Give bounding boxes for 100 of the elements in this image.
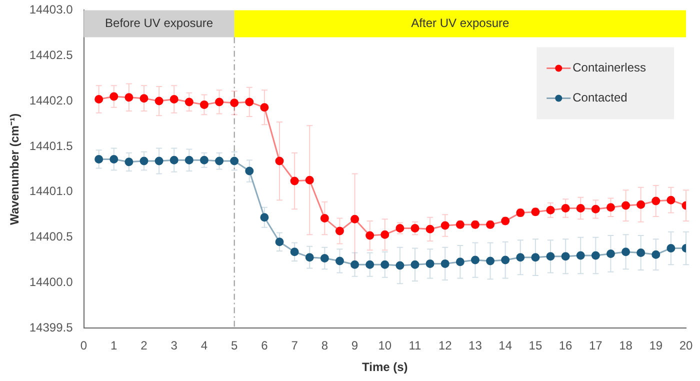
point bbox=[426, 259, 434, 268]
point bbox=[200, 100, 208, 109]
point bbox=[170, 156, 178, 164]
point bbox=[335, 256, 344, 266]
point bbox=[215, 156, 224, 166]
band-label: Before UV exposure bbox=[105, 16, 214, 30]
x-axis-title: Time (s) bbox=[362, 360, 408, 374]
point bbox=[290, 176, 299, 186]
point bbox=[380, 230, 390, 239]
x-tick-label: 9 bbox=[351, 338, 358, 353]
point bbox=[666, 196, 676, 204]
legend-label: Contacted bbox=[572, 90, 628, 105]
point bbox=[184, 156, 194, 164]
point bbox=[531, 253, 540, 262]
x-tick-label: 6 bbox=[261, 338, 268, 353]
point bbox=[170, 94, 178, 104]
point bbox=[622, 248, 630, 256]
point bbox=[245, 98, 254, 106]
point bbox=[591, 251, 600, 260]
point bbox=[140, 94, 148, 103]
point bbox=[546, 252, 555, 261]
x-tick-label: 3 bbox=[170, 338, 178, 353]
x-tick-label: 17 bbox=[588, 338, 603, 353]
point bbox=[470, 256, 480, 264]
y-axis-title: Wavenumber (cm⁻¹) bbox=[8, 113, 22, 225]
y-tick-label: 14400.5 bbox=[29, 230, 74, 244]
point bbox=[636, 248, 646, 258]
point bbox=[260, 213, 269, 222]
point bbox=[140, 156, 148, 166]
point bbox=[184, 98, 194, 106]
point bbox=[561, 252, 570, 261]
point bbox=[622, 201, 630, 210]
y-tick-label: 14402.5 bbox=[29, 48, 74, 62]
x-tick-label: 19 bbox=[649, 338, 663, 353]
point bbox=[275, 238, 284, 246]
y-tick-label: 14401.0 bbox=[29, 184, 74, 198]
x-tick-label: 4 bbox=[200, 338, 208, 353]
x-tick-label: 16 bbox=[558, 338, 573, 353]
y-tick-label: 14403.0 bbox=[29, 2, 74, 17]
x-tick-label: 18 bbox=[619, 338, 633, 353]
point bbox=[230, 156, 239, 166]
x-tick-label: 1 bbox=[110, 338, 118, 353]
point bbox=[200, 156, 208, 164]
x-tick-label: 14 bbox=[498, 338, 512, 353]
x-tick-label: 10 bbox=[378, 338, 392, 353]
point bbox=[666, 244, 676, 252]
point bbox=[154, 156, 164, 166]
point bbox=[501, 256, 510, 264]
point bbox=[366, 260, 374, 269]
x-tick-label: 20 bbox=[679, 338, 693, 353]
point bbox=[94, 94, 104, 104]
point bbox=[350, 214, 360, 224]
point bbox=[440, 221, 450, 230]
band-label: After UV exposure bbox=[411, 16, 510, 30]
point bbox=[440, 259, 450, 268]
x-tick-label: 5 bbox=[230, 338, 238, 353]
point bbox=[290, 248, 299, 256]
point bbox=[350, 260, 360, 269]
point bbox=[110, 154, 118, 164]
point bbox=[606, 249, 615, 258]
point bbox=[320, 214, 329, 223]
point bbox=[230, 98, 239, 108]
point bbox=[591, 204, 600, 214]
point bbox=[124, 158, 134, 166]
point bbox=[606, 203, 615, 212]
point bbox=[110, 92, 118, 101]
x-tick-label: 7 bbox=[291, 338, 298, 353]
x-tick-label: 13 bbox=[468, 338, 482, 353]
point bbox=[366, 231, 374, 240]
x-tick-label: 2 bbox=[140, 338, 148, 353]
point bbox=[305, 176, 314, 184]
point bbox=[320, 254, 329, 262]
point bbox=[215, 98, 224, 106]
point bbox=[410, 224, 420, 233]
y-tick-label: 14402.0 bbox=[29, 93, 74, 108]
legend-label: Containerless bbox=[572, 60, 646, 75]
point bbox=[335, 226, 344, 236]
x-tick-label: 12 bbox=[438, 338, 452, 353]
x-tick-label: 11 bbox=[408, 338, 422, 353]
point bbox=[94, 154, 104, 164]
point bbox=[576, 251, 585, 260]
point bbox=[426, 224, 434, 234]
point bbox=[516, 253, 525, 262]
point bbox=[260, 103, 269, 112]
y-tick-label: 14399.5 bbox=[29, 320, 74, 335]
point bbox=[561, 204, 570, 213]
x-tick-label: 0 bbox=[80, 338, 88, 353]
point bbox=[546, 206, 555, 214]
point bbox=[275, 156, 284, 166]
y-tick-label: 14401.5 bbox=[29, 138, 74, 153]
y-tick-label: 14400.0 bbox=[29, 275, 74, 290]
x-tick-label: 15 bbox=[528, 338, 542, 353]
point bbox=[396, 261, 404, 270]
point bbox=[636, 200, 646, 209]
point bbox=[652, 250, 660, 259]
x-tick-label: 8 bbox=[321, 338, 328, 353]
point bbox=[380, 260, 390, 269]
point bbox=[456, 258, 464, 266]
point bbox=[305, 253, 314, 262]
point bbox=[124, 93, 134, 102]
